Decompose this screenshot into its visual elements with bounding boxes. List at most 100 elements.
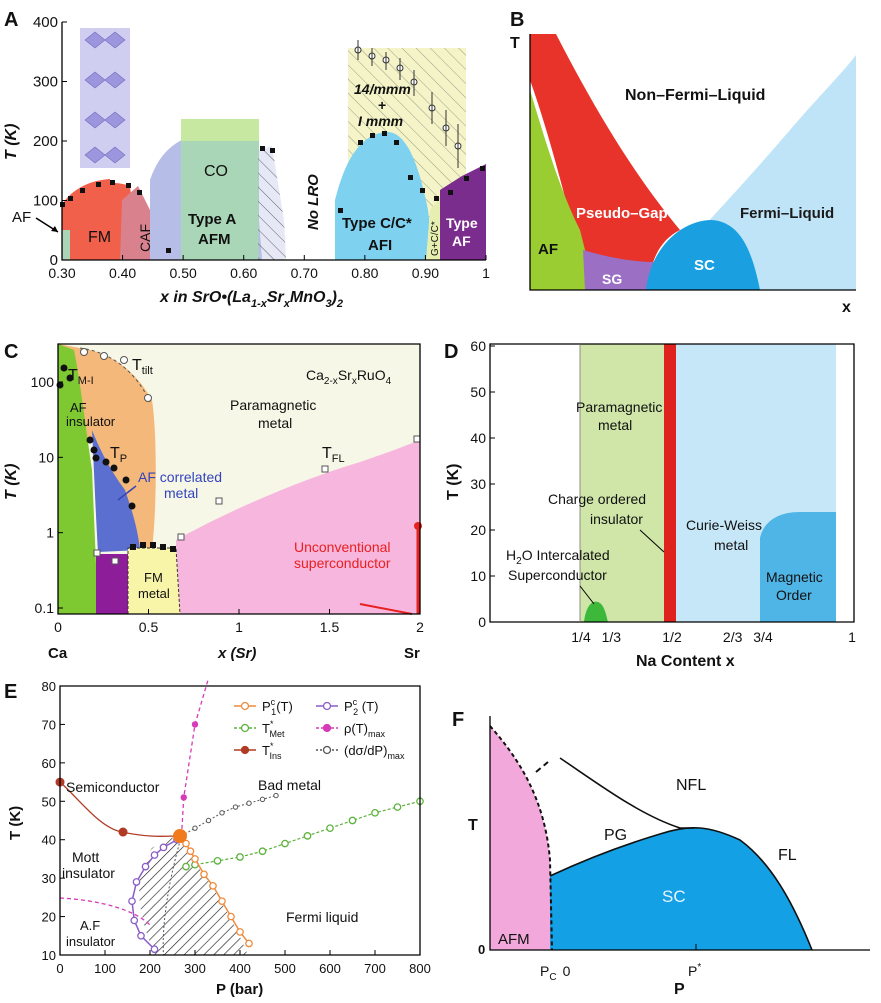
- region-orange: [58, 344, 156, 548]
- point-dsigma: [273, 792, 279, 799]
- label-sg: SG: [602, 271, 622, 287]
- label-fermi-e: Fermi liquid: [286, 909, 358, 925]
- point-pc1: [209, 881, 217, 890]
- label-afm: AFM: [198, 231, 231, 248]
- panel-a: A: [3, 9, 490, 310]
- legend-label: T* Met: [262, 719, 285, 739]
- label-fm-metal-c: metal: [138, 586, 170, 601]
- y-tick-label: 0.1: [35, 600, 55, 616]
- crystal-structure-icon: [80, 28, 130, 168]
- label-order: Order: [776, 587, 812, 603]
- label-af-e: A.F: [80, 918, 100, 933]
- panel-c-title: Ca2-xSrxRuO4: [306, 367, 392, 387]
- panel-d-ylabel: T (K): [445, 464, 462, 500]
- label-caf: CAF: [137, 224, 153, 252]
- point-pc1: [200, 870, 208, 879]
- panel-b-xlabel: x: [842, 299, 851, 316]
- panel-e-letter: E: [4, 681, 17, 703]
- legend-label: (dσ/dP)max: [344, 743, 405, 761]
- point-pc2: [128, 897, 136, 906]
- x-tick-label: 1: [235, 619, 243, 635]
- legend-marker: [322, 701, 332, 711]
- region-co-top: [181, 119, 259, 141]
- x-tick-label: 0.50: [170, 265, 197, 281]
- panel-a-axes: 0 100 200 300 400 0.30 0.40 0.50 0.60 0.70 0.80 0.…: [3, 14, 490, 310]
- point-tmet: [393, 803, 402, 811]
- label-nfl-f: NFL: [676, 777, 706, 794]
- point-pc1: [227, 912, 235, 921]
- label-pm-d: Paramagnetic: [576, 399, 662, 415]
- label-14mmm: 14/mmm: [354, 81, 411, 97]
- region-green-af: [58, 344, 98, 614]
- point-pc1: [191, 855, 199, 863]
- panel-b-ylabel: T: [510, 35, 520, 52]
- x-tick-label: 500: [274, 961, 296, 976]
- point-tmet: [326, 824, 334, 833]
- label-afm-f: AFM: [498, 931, 530, 948]
- label-tfl: TFL: [322, 445, 345, 465]
- point-pc1: [186, 847, 195, 856]
- point-dsigma: [219, 810, 225, 816]
- label-af-e-insulator: insulator: [66, 934, 116, 949]
- x-tick-label: 600: [319, 961, 341, 976]
- panel-f-xlabel: P: [674, 981, 685, 998]
- label-fm: FM: [88, 229, 111, 246]
- label-type-af1: Type: [446, 215, 478, 231]
- y-tick-label: 0: [50, 252, 58, 269]
- x-tick-label: 800: [409, 961, 431, 976]
- label-type-c: Type C/C*: [342, 215, 412, 232]
- panel-f: F T 0 P PC 0 P* NFL PG FL SC AFM: [452, 709, 870, 998]
- point-tmet: [258, 847, 267, 856]
- x-tick-label: 1/3: [602, 629, 622, 645]
- panel-f-ylabel: T: [468, 817, 478, 834]
- point-rho-max: [191, 721, 199, 728]
- label-fermi-liquid: Fermi–Liquid: [740, 205, 834, 222]
- point-dsigma: [192, 825, 198, 831]
- label-superconductor-c: superconductor: [294, 555, 391, 571]
- y-tick-label: 0: [478, 614, 486, 630]
- x-tick-label: 1/2: [662, 629, 682, 645]
- panel-d-letter: D: [444, 341, 458, 363]
- label-nfl: Non–Fermi–Liquid: [625, 87, 765, 104]
- point-dsigma: [205, 817, 212, 824]
- point-pc2: [130, 916, 139, 925]
- label-type-a: Type A: [188, 211, 237, 228]
- label-co-d: Charge ordered: [548, 491, 646, 507]
- label-co-d-insulator: insulator: [590, 511, 643, 527]
- point-tmet: [182, 862, 190, 871]
- panel-a-labels: FM CAF CO Type A AFM No LRO 14/mmm + I m…: [12, 81, 478, 256]
- panel-e-xlabel: P (bar): [216, 981, 263, 998]
- point-tmet: [303, 832, 312, 840]
- point-pc2: [141, 862, 150, 871]
- x-tick-label: 0.70: [291, 265, 318, 281]
- region-sc: [646, 220, 760, 290]
- label-no-lro: No LRO: [305, 174, 322, 230]
- panel-c-end-sr: Sr: [404, 645, 420, 662]
- x-tick-label: 0.90: [412, 265, 439, 281]
- sc-d-arrow-icon: [579, 585, 595, 605]
- y-tick-label: 40: [470, 430, 486, 446]
- legend-label: Pc 1(T): [262, 697, 293, 717]
- x-tick-label: 0.80: [351, 265, 378, 281]
- point-dsigma: [232, 804, 239, 810]
- x-tick-label: 100: [94, 961, 116, 976]
- x-tick-label: 0: [54, 619, 62, 635]
- label-type-af2: AF: [452, 233, 471, 249]
- label-sc-b: SC: [694, 257, 715, 274]
- y-tick-label: 10: [38, 449, 54, 465]
- y-tick-label: 70: [42, 717, 56, 732]
- label-pm-metal-c: metal: [258, 415, 292, 431]
- label-insulator-c: insulator: [66, 414, 116, 429]
- legend-label: T* Ins: [262, 741, 282, 761]
- region-caf: [120, 186, 158, 260]
- label-tp: TP: [110, 445, 127, 465]
- point-tmet: [371, 808, 379, 817]
- x-tick-label: 2/3: [723, 629, 743, 645]
- label-plus: +: [378, 97, 386, 113]
- label-h2o-sc: Superconductor: [508, 567, 607, 583]
- region-sc-f: [550, 827, 812, 950]
- sc-arrow-icon: [359, 603, 413, 615]
- y-tick-label: 60: [470, 338, 486, 354]
- co-arrow-icon: [639, 529, 665, 553]
